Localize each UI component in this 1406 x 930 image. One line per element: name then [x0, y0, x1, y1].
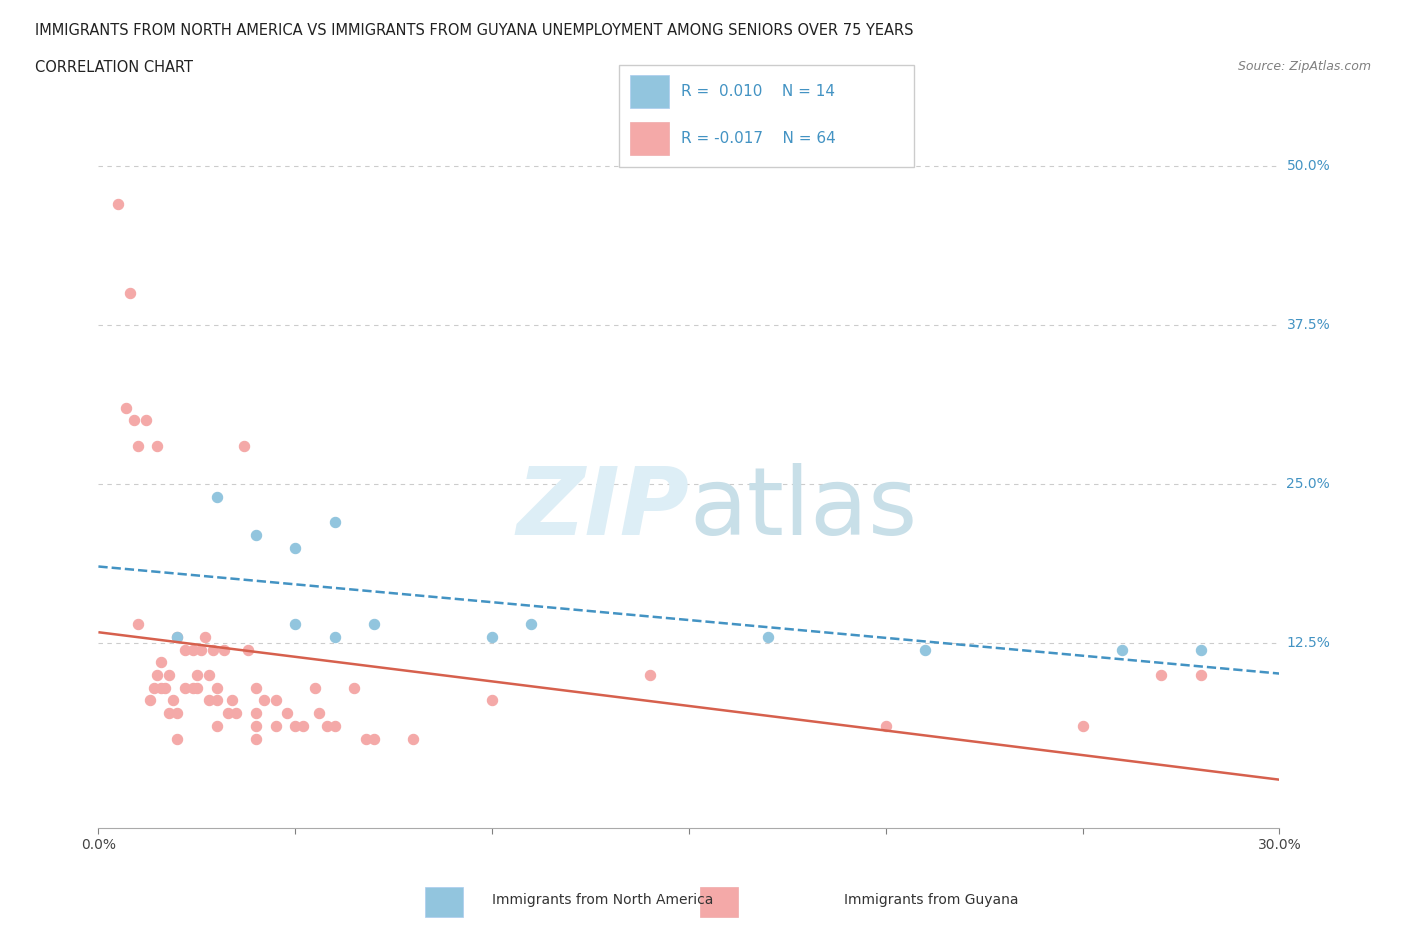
Point — [363, 617, 385, 631]
Point — [292, 719, 315, 734]
Text: Source: ZipAtlas.com: Source: ZipAtlas.com — [1237, 60, 1371, 73]
Point — [308, 706, 330, 721]
Point — [354, 731, 377, 746]
Bar — [425, 887, 463, 917]
Point — [1111, 642, 1133, 657]
Point — [166, 630, 188, 644]
Point — [756, 630, 779, 644]
Text: 50.0%: 50.0% — [1286, 159, 1330, 173]
Text: 25.0%: 25.0% — [1286, 477, 1330, 491]
Point — [201, 642, 224, 657]
Text: 12.5%: 12.5% — [1286, 636, 1330, 650]
Point — [245, 719, 267, 734]
Point — [284, 540, 307, 555]
Text: CORRELATION CHART: CORRELATION CHART — [35, 60, 193, 75]
Point — [122, 413, 145, 428]
Point — [481, 693, 503, 708]
Point — [323, 630, 346, 644]
Bar — [700, 887, 738, 917]
Point — [205, 719, 228, 734]
Point — [875, 719, 897, 734]
Point — [284, 719, 307, 734]
Point — [225, 706, 247, 721]
Bar — [630, 123, 669, 155]
Point — [245, 527, 267, 542]
Point — [115, 400, 138, 415]
Point — [118, 286, 141, 300]
Point — [194, 630, 217, 644]
Point — [138, 693, 160, 708]
Point — [186, 680, 208, 695]
Point — [284, 617, 307, 631]
Text: Immigrants from North America: Immigrants from North America — [492, 893, 713, 907]
Point — [221, 693, 243, 708]
Text: 37.5%: 37.5% — [1286, 318, 1330, 332]
Point — [181, 642, 204, 657]
Point — [157, 668, 180, 683]
Point — [1189, 668, 1212, 683]
Text: Immigrants from Guyana: Immigrants from Guyana — [844, 893, 1018, 907]
FancyBboxPatch shape — [619, 65, 914, 167]
Point — [205, 489, 228, 504]
Point — [315, 719, 337, 734]
Point — [166, 706, 188, 721]
Point — [914, 642, 936, 657]
Text: atlas: atlas — [689, 462, 917, 554]
Point — [190, 642, 212, 657]
Point — [157, 706, 180, 721]
Point — [481, 630, 503, 644]
Point — [205, 680, 228, 695]
Point — [107, 196, 129, 211]
Point — [181, 680, 204, 695]
Point — [205, 693, 228, 708]
Point — [233, 438, 256, 453]
Point — [155, 680, 177, 695]
Point — [127, 617, 149, 631]
Point — [245, 731, 267, 746]
Point — [162, 693, 184, 708]
Point — [343, 680, 366, 695]
Point — [150, 655, 173, 670]
Point — [264, 693, 287, 708]
Point — [146, 438, 169, 453]
Point — [127, 438, 149, 453]
Point — [150, 680, 173, 695]
Point — [323, 719, 346, 734]
Point — [166, 630, 188, 644]
Point — [146, 668, 169, 683]
Text: R =  0.010    N = 14: R = 0.010 N = 14 — [681, 85, 835, 100]
Point — [520, 617, 543, 631]
Point — [197, 693, 219, 708]
Text: IMMIGRANTS FROM NORTH AMERICA VS IMMIGRANTS FROM GUYANA UNEMPLOYMENT AMONG SENIO: IMMIGRANTS FROM NORTH AMERICA VS IMMIGRA… — [35, 23, 914, 38]
Point — [214, 642, 236, 657]
Point — [236, 642, 259, 657]
Point — [174, 680, 197, 695]
Point — [1189, 642, 1212, 657]
Point — [1071, 719, 1094, 734]
Point — [402, 731, 425, 746]
Point — [245, 680, 267, 695]
Point — [276, 706, 298, 721]
Point — [186, 668, 208, 683]
Point — [638, 668, 661, 683]
Text: R = -0.017    N = 64: R = -0.017 N = 64 — [681, 131, 835, 146]
Point — [323, 515, 346, 530]
Point — [253, 693, 276, 708]
Point — [1150, 668, 1173, 683]
Bar — [630, 75, 669, 108]
Point — [304, 680, 326, 695]
Point — [197, 668, 219, 683]
Point — [245, 706, 267, 721]
Point — [174, 642, 197, 657]
Point — [217, 706, 239, 721]
Point — [142, 680, 165, 695]
Point — [363, 731, 385, 746]
Point — [135, 413, 157, 428]
Point — [166, 731, 188, 746]
Text: ZIP: ZIP — [516, 462, 689, 554]
Point — [264, 719, 287, 734]
